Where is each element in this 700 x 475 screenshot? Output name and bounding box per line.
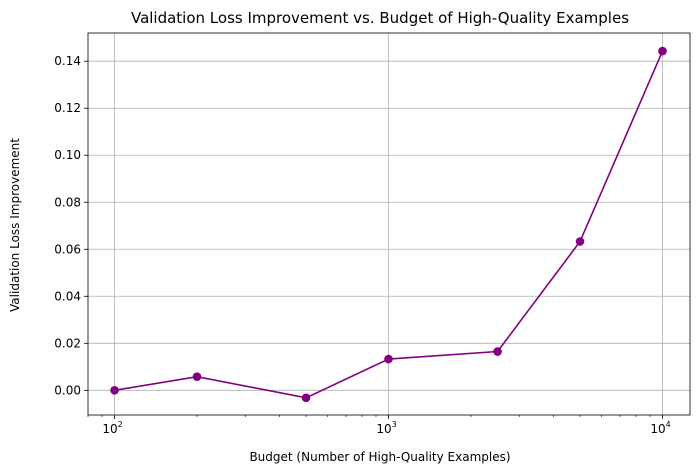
data-point (493, 347, 502, 356)
data-point (192, 372, 202, 381)
y-tick-label: 0.08 (54, 195, 81, 209)
y-tick-label: 0.12 (54, 101, 81, 115)
x-tick-label: 102 (102, 420, 122, 436)
data-point (384, 354, 393, 364)
plot-frame (87, 32, 691, 416)
series-group (110, 46, 667, 403)
x-axis: 102 103 104 (87, 415, 671, 436)
data-point (575, 237, 585, 246)
x-tick-label: 104 (650, 420, 670, 436)
y-tick-label: 0.06 (54, 242, 81, 256)
data-point (110, 386, 119, 395)
y-tick-label: 0.04 (54, 289, 81, 303)
y-axis: 0.00 0.02 0.04 0.06 0.08 0.10 0.12 0.14 (54, 54, 88, 397)
y-tick-label: 0.02 (54, 336, 81, 350)
y-axis-label: Validation Loss Improvement (8, 138, 22, 312)
x-tick-label: 103 (376, 420, 396, 436)
y-tick-label: 0.10 (54, 148, 81, 162)
data-point (301, 393, 311, 403)
grid (88, 33, 690, 415)
y-tick-label: 0.14 (54, 54, 81, 68)
chart-title: Validation Loss Improvement vs. Budget o… (131, 9, 629, 27)
y-tick-label: 0.00 (54, 383, 81, 397)
data-point (658, 46, 667, 56)
x-axis-label: Budget (Number of High-Quality Examples) (249, 450, 510, 464)
